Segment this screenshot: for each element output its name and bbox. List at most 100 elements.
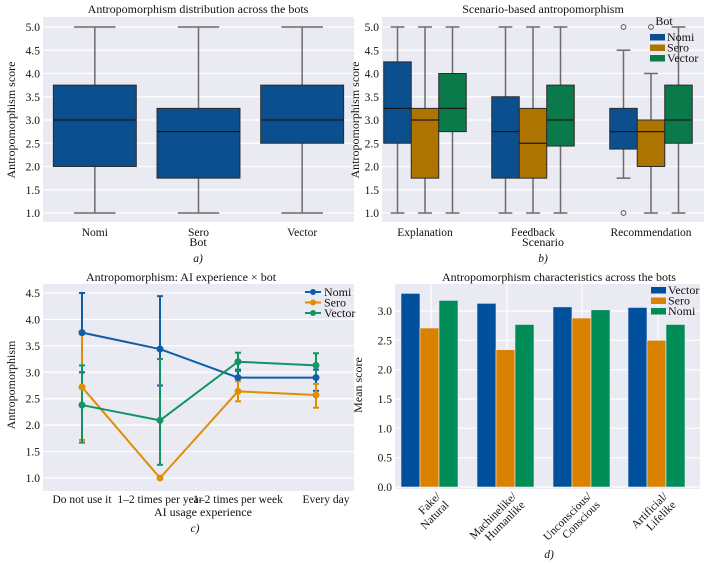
legend-swatch-vector	[651, 287, 666, 294]
panel-c-xtick-label: Every day	[303, 494, 350, 506]
a-ytick-label: 2.0	[26, 162, 41, 174]
b-ytick-label: 1.0	[365, 208, 380, 220]
legend-label-nomi: Nomi	[667, 30, 695, 44]
legend-marker-vector	[310, 310, 316, 316]
d-ytick-label: 0.0	[378, 482, 393, 494]
box-nomi-recommendation-outlier	[620, 24, 627, 30]
box-nomi-explanation-box	[383, 61, 412, 144]
panel-c-gridlines	[43, 292, 354, 479]
panel-b-xtick-label: Explanation	[397, 227, 453, 239]
bar-vector	[627, 307, 648, 488]
line-sero	[81, 386, 317, 480]
point-nomi	[156, 345, 164, 353]
panel-a-xticks: Nomi Sero Vector	[82, 227, 318, 239]
b-ytick-label: 3.0	[365, 115, 380, 127]
panel-b-xtick-label: Recommendation	[610, 227, 691, 239]
a-ytick-label: 4.5	[26, 45, 41, 57]
box-nomi-recommendation-outlier	[620, 210, 627, 216]
bar-nomi	[665, 324, 686, 488]
box-sero-recommendation-outlier	[648, 24, 654, 30]
legend-label-sero: Sero	[667, 41, 689, 55]
bar-sero	[646, 340, 667, 488]
panel-d-ylabel: Mean score	[351, 357, 365, 413]
box-sero-explanation-box	[410, 107, 440, 179]
point-sero	[78, 383, 86, 391]
bar-nomi	[514, 324, 535, 488]
panel-d-bars	[400, 293, 686, 488]
panel-a-ylabel: Antropomorphism score	[4, 62, 18, 179]
panel-c-yticks: 1.0 1.5 2.0 2.5 3.0 3.5 4.0 4.5	[26, 288, 41, 485]
panel-a-title: Antropomorphism distribution across the …	[88, 2, 309, 16]
c-ytick-label: 2.0	[26, 420, 41, 432]
b-ytick-label: 5.0	[365, 22, 380, 34]
legend-label-vector: Vector	[324, 306, 355, 320]
panel-b-boxes	[383, 24, 693, 216]
panel-a-caption: a)	[193, 253, 203, 265]
point-nomi	[78, 329, 86, 337]
legend-label-nomi: Nomi	[324, 285, 352, 299]
a-ytick-label: 1.5	[26, 185, 41, 197]
legend-marker-sero	[310, 299, 316, 306]
d-ytick-label: 0.5	[378, 453, 393, 465]
point-sero	[234, 387, 242, 395]
box-sero-box	[156, 107, 241, 179]
panel-b-legend-title: Bot	[655, 14, 673, 28]
legend-label-nomi: Nomi	[668, 304, 696, 318]
panel-a-xtick-label: Vector	[287, 227, 317, 239]
point-nomi	[312, 374, 320, 382]
d-ytick-label: 1.0	[378, 423, 393, 435]
c-ytick-label: 3.5	[26, 341, 41, 353]
panel-b-xtick-label: Feedback	[511, 227, 555, 239]
point-vector	[234, 358, 242, 366]
bar-vector	[400, 293, 421, 488]
panel-b-caption: b)	[538, 253, 548, 265]
d-ytick-label: 3.0	[378, 306, 393, 318]
panel-d-xticks: Fake/Natural Machinelike/Humanlike Unconsc…	[417, 490, 679, 544]
point-vector	[156, 416, 164, 424]
b-ytick-label: 4.5	[365, 45, 380, 57]
panel-d-barchart: 0.0 0.5 1.0 1.5 2.0 2.5 3.0 Fake/Natural Machin…	[351, 270, 700, 561]
a-ytick-label: 1.0	[26, 208, 41, 220]
d-ytick-label: 2.5	[378, 335, 393, 347]
panel-c-series	[78, 292, 320, 482]
legend-swatch-vector	[650, 55, 665, 62]
box-nomi-feedback-box	[491, 96, 520, 179]
legend-label-vector: Vector	[667, 51, 698, 65]
point-nomi	[234, 374, 242, 382]
b-ytick-label: 2.5	[365, 138, 380, 150]
panel-a-boxplot: 1.0 1.5 2.0 2.5 3.0 3.5 4.0 4.5 5.0 Nomi Sero Vect…	[4, 2, 354, 265]
line-vector	[81, 360, 317, 422]
b-ytick-label: 1.5	[365, 185, 380, 197]
point-vector	[78, 401, 86, 409]
point-sero	[156, 474, 164, 482]
c-ytick-label: 1.0	[26, 473, 41, 485]
panel-b-boxplot: 1.0 1.5 2.0 2.5 3.0 3.5 4.0 4.5 5.0 Explanation F…	[348, 2, 704, 265]
panel-d-xtick-label: Machinelike/Humanlike	[468, 490, 528, 544]
panel-c-xtick-label: Do not use it	[52, 494, 112, 506]
panel-c-caption: c)	[191, 523, 200, 535]
bar-vector	[476, 303, 497, 488]
c-ytick-label: 2.5	[26, 394, 41, 406]
line-nomi	[81, 331, 316, 379]
b-ytick-label: 2.0	[365, 162, 380, 174]
legend-label-sero: Sero	[324, 296, 346, 310]
c-ytick-label: 4.5	[26, 288, 41, 300]
panel-c-xtick-label: 1–2 times per week	[193, 494, 283, 506]
a-ytick-label: 5.0	[26, 22, 41, 34]
panel-b-ylabel: Antropomorphism score	[348, 62, 362, 179]
bar-vector	[552, 306, 573, 488]
legend-swatch-sero	[650, 44, 665, 51]
panel-a-yticks: 1.0 1.5 2.0 2.5 3.0 3.5 4.0 4.5 5.0	[26, 22, 41, 220]
legend-swatch-nomi	[650, 34, 665, 41]
panel-a-boxes	[52, 26, 345, 214]
panel-c-ylabel: Antropomorphism	[4, 340, 18, 429]
panel-d-xtick-label: Artificial/Lifelike	[630, 490, 679, 533]
b-ytick-label: 4.0	[365, 69, 380, 81]
legend-marker-nomi	[310, 289, 316, 295]
c-ytick-label: 1.5	[26, 447, 41, 459]
a-ytick-label: 4.0	[26, 69, 41, 81]
a-ytick-label: 3.5	[26, 92, 41, 104]
